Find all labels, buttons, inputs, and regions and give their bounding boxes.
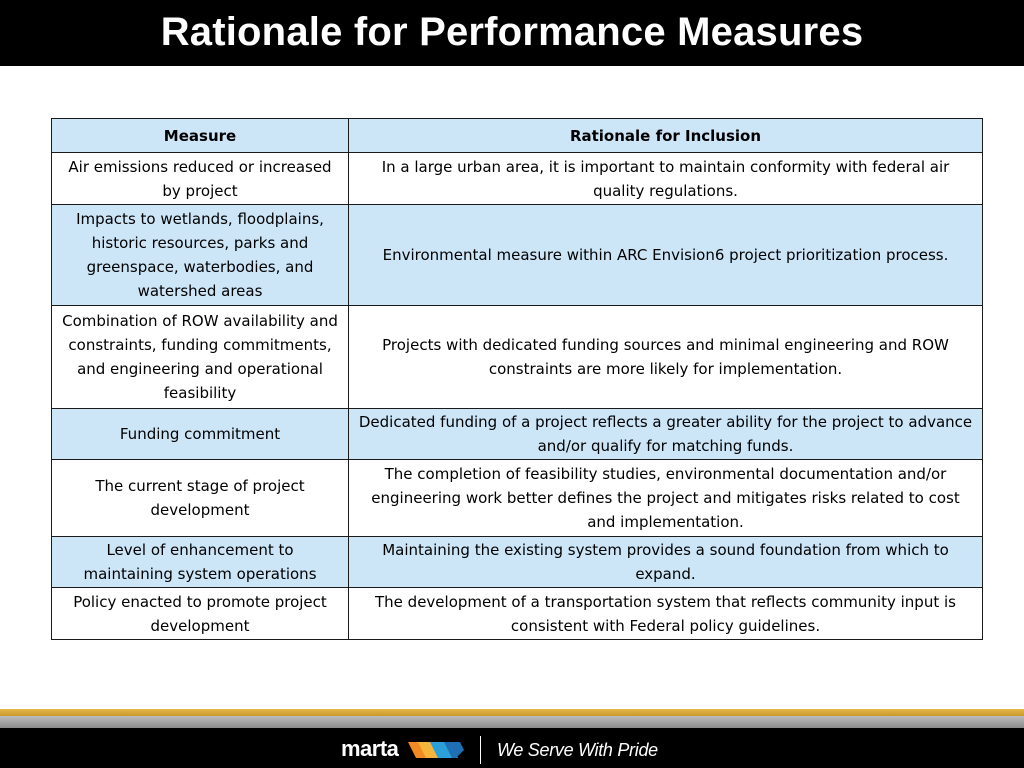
marta-logo-text: marta (341, 736, 399, 761)
footer-grey-stripe (0, 716, 1024, 728)
measure-cell: Policy enacted to promote project develo… (51, 587, 349, 640)
column-header-rationale: Rationale for Inclusion (348, 118, 983, 153)
slide-title: Rationale for Performance Measures (160, 9, 864, 54)
footer-gold-stripe (0, 709, 1024, 716)
table-row: Level of enhancement to maintaining syst… (51, 536, 983, 588)
table-header-row: Measure Rationale for Inclusion (51, 118, 983, 153)
footer-divider (480, 736, 481, 764)
table-row: Air emissions reduced or increased by pr… (51, 152, 983, 205)
table-row: Policy enacted to promote project develo… (51, 587, 983, 640)
measure-cell: Funding commitment (51, 408, 349, 460)
measure-cell: Combination of ROW availability and cons… (51, 305, 349, 409)
rationale-cell: Dedicated funding of a project reflects … (348, 408, 983, 460)
table-row: The current stage of project development… (51, 459, 983, 537)
rationale-cell: In a large urban area, it is important t… (348, 152, 983, 205)
measure-cell: The current stage of project development (51, 459, 349, 537)
rationale-cell: The development of a transportation syst… (348, 587, 983, 640)
rationale-cell: The completion of feasibility studies, e… (348, 459, 983, 537)
performance-measures-table: Measure Rationale for Inclusion Air emis… (51, 118, 983, 640)
rationale-cell: Projects with dedicated funding sources … (348, 305, 983, 409)
column-header-measure: Measure (51, 118, 349, 153)
table-row: Combination of ROW availability and cons… (51, 305, 983, 409)
title-bar: Rationale for Performance Measures (0, 0, 1024, 66)
measure-cell: Impacts to wetlands, floodplains, histor… (51, 204, 349, 306)
footer-bar (0, 728, 1024, 768)
rationale-cell: Environmental measure within ARC Envisio… (348, 204, 983, 306)
measure-cell: Air emissions reduced or increased by pr… (51, 152, 349, 205)
marta-logo-stripes-icon (408, 742, 464, 758)
table-row: Funding commitment Dedicated funding of … (51, 408, 983, 460)
footer-tagline: We Serve With Pride (497, 740, 658, 760)
table-row: Impacts to wetlands, floodplains, histor… (51, 204, 983, 306)
measure-cell: Level of enhancement to maintaining syst… (51, 536, 349, 588)
rationale-cell: Maintaining the existing system provides… (348, 536, 983, 588)
